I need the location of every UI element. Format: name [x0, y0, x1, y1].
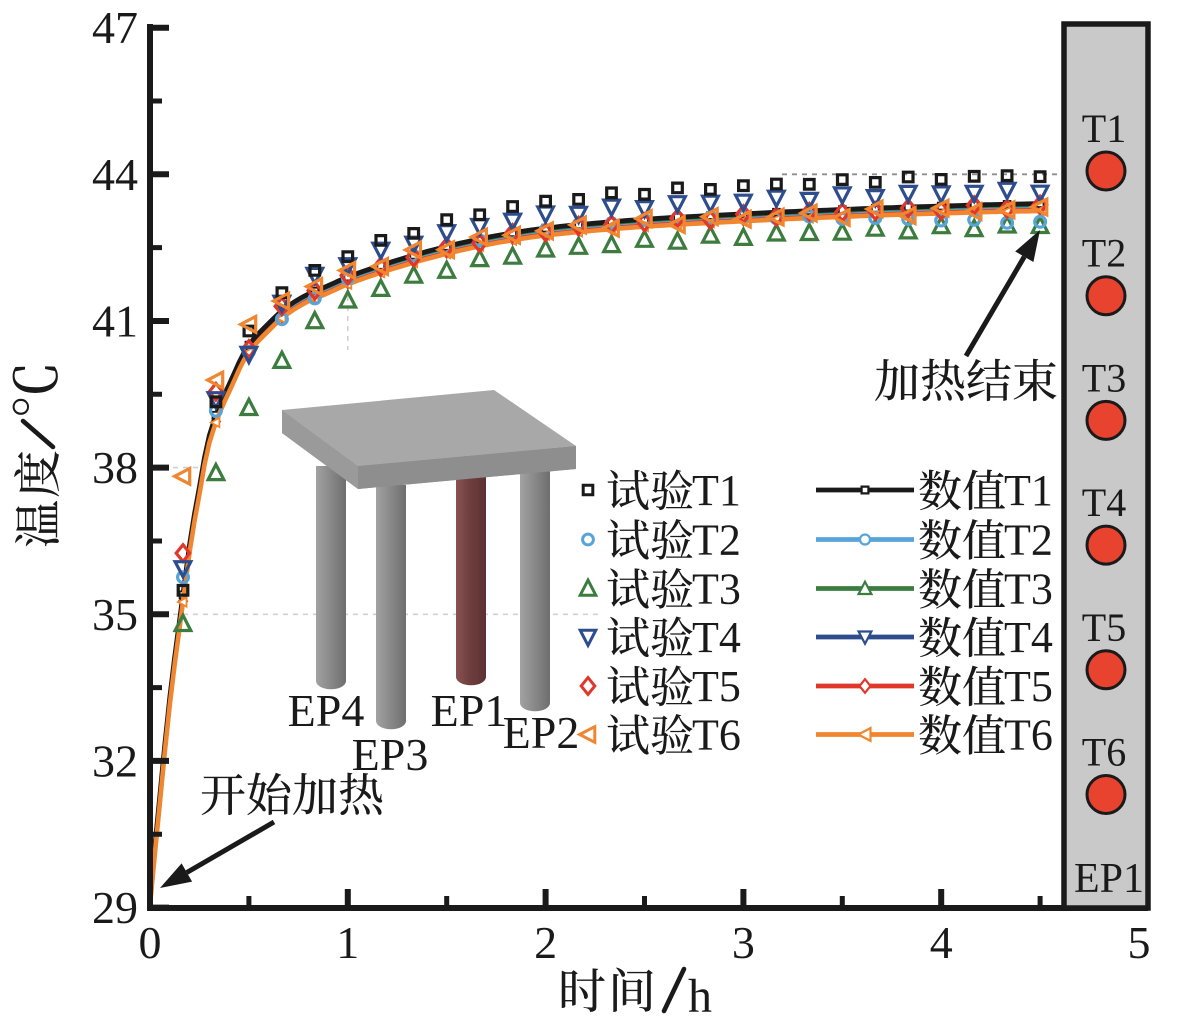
svg-text:T3: T3 — [1004, 565, 1053, 614]
svg-text:0: 0 — [139, 917, 162, 968]
svg-text:5: 5 — [1128, 917, 1151, 968]
svg-text:EP3: EP3 — [352, 729, 429, 780]
svg-text:2: 2 — [534, 917, 557, 968]
svg-text:T2: T2 — [1004, 516, 1053, 565]
svg-text:35: 35 — [92, 589, 138, 640]
svg-text:h: h — [688, 970, 712, 1023]
svg-text:1: 1 — [336, 917, 359, 968]
svg-text:T1: T1 — [1082, 106, 1126, 151]
svg-text:41: 41 — [92, 296, 138, 347]
svg-text:T4: T4 — [1082, 480, 1126, 525]
svg-text:T6: T6 — [1004, 711, 1053, 760]
svg-text:T1: T1 — [1004, 466, 1053, 515]
svg-text:47: 47 — [92, 2, 138, 53]
svg-text:T3: T3 — [1082, 355, 1126, 400]
svg-text:T6: T6 — [1082, 730, 1126, 775]
svg-text:T1: T1 — [692, 466, 741, 515]
svg-text:T2: T2 — [692, 516, 741, 565]
svg-text:29: 29 — [92, 882, 138, 933]
svg-text:T6: T6 — [692, 711, 741, 760]
svg-text:T3: T3 — [692, 565, 741, 614]
svg-text:3: 3 — [732, 917, 755, 968]
svg-text:EP1: EP1 — [1074, 856, 1144, 902]
svg-text:EP2: EP2 — [503, 707, 580, 758]
svg-text:4: 4 — [930, 917, 953, 968]
svg-text:T4: T4 — [1004, 613, 1053, 662]
svg-text:EP4: EP4 — [288, 685, 365, 736]
svg-text:44: 44 — [92, 149, 138, 200]
svg-text:T5: T5 — [1004, 662, 1053, 711]
svg-text:32: 32 — [92, 735, 138, 786]
svg-text:T2: T2 — [1082, 231, 1126, 276]
svg-text:T4: T4 — [692, 613, 741, 662]
svg-text:T5: T5 — [692, 662, 741, 711]
svg-text:EP1: EP1 — [431, 685, 508, 736]
svg-text:T5: T5 — [1082, 605, 1126, 650]
svg-text:38: 38 — [92, 442, 138, 493]
